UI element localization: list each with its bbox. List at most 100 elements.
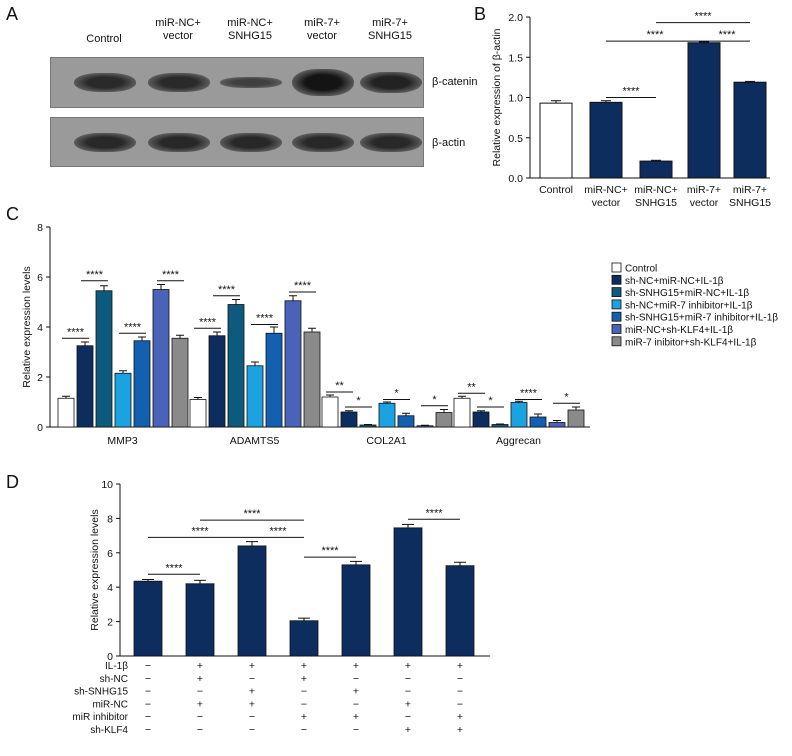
- y-tick-label: 8: [107, 513, 113, 525]
- bar: [265, 332, 283, 428]
- significance-label: ****: [622, 86, 640, 98]
- significance-label: ****: [86, 269, 104, 281]
- significance-label: ****: [165, 562, 183, 574]
- significance-label: **: [467, 381, 476, 393]
- x-tick-label: miR-7+: [733, 184, 767, 196]
- bar: [397, 415, 415, 428]
- blot-band: [148, 73, 210, 92]
- condition-mark: +: [353, 660, 359, 672]
- legend-swatch: [611, 262, 622, 273]
- significance-label: *: [394, 388, 399, 400]
- bar: [589, 101, 623, 179]
- condition-mark: −: [457, 673, 463, 685]
- condition-mark: +: [249, 660, 255, 672]
- legend-swatch: [611, 324, 622, 334]
- bar: [284, 300, 302, 428]
- bar: [114, 372, 132, 428]
- panel-letter-b: B: [474, 4, 487, 24]
- bar: [95, 290, 113, 428]
- significance-label: ****: [191, 525, 209, 537]
- condition-mark: +: [405, 724, 411, 736]
- condition-label: sh-KLF4: [90, 725, 128, 736]
- blot-band: [148, 132, 210, 152]
- panel-letter-c: C: [6, 204, 19, 224]
- significance-label: ****: [321, 545, 339, 557]
- bar: [548, 422, 566, 428]
- significance-label: ****: [162, 269, 180, 281]
- y-tick-label: 0.0: [508, 173, 523, 185]
- y-tick-label: 10: [101, 479, 113, 491]
- x-tick-label: vector: [592, 197, 621, 209]
- blot-lane-label: miR-NC+ vector: [155, 17, 201, 42]
- bar: [341, 564, 371, 657]
- condition-mark: +: [353, 711, 359, 723]
- bar: [539, 102, 573, 179]
- condition-mark: −: [249, 724, 255, 736]
- condition-mark: +: [249, 686, 255, 698]
- bar: [152, 289, 170, 428]
- condition-mark: +: [405, 660, 411, 672]
- significance-label: ****: [218, 284, 236, 296]
- group-label: COL2A1: [366, 435, 406, 447]
- y-tick-label: 4: [37, 322, 43, 334]
- bar: [237, 545, 267, 657]
- group-label: Aggrecan: [496, 435, 541, 447]
- chart-d: 0 2 4 6 8 10 Relative expression levels **** ***…: [72, 479, 490, 736]
- significance-label: ****: [520, 388, 538, 400]
- significance-label: ****: [199, 316, 217, 328]
- bar: [321, 396, 339, 428]
- bar: [529, 416, 547, 428]
- y-axis-label: Relative expression of β-actin: [491, 28, 503, 166]
- legend-swatch: [611, 299, 622, 310]
- condition-mark: −: [145, 686, 151, 698]
- condition-mark: −: [405, 686, 411, 698]
- bar: [133, 340, 151, 428]
- y-tick-label: 2: [107, 617, 113, 629]
- condition-mark: +: [405, 698, 411, 710]
- significance-label: *: [356, 395, 361, 407]
- bar: [639, 160, 673, 179]
- blot-band: [220, 132, 282, 152]
- blot-band: [74, 132, 136, 152]
- bar: [445, 565, 475, 657]
- significance-label: *: [564, 391, 569, 403]
- y-tick-label: 1.5: [508, 52, 523, 64]
- condition-mark: −: [353, 724, 359, 736]
- legend-label: sh-NC+miR-NC+IL-1β: [625, 276, 724, 287]
- blot-lane-label: miR-NC+ SNHG15: [227, 17, 273, 42]
- y-axis-label: Relative expression levels: [21, 266, 33, 387]
- group-label: MMP3: [107, 435, 137, 447]
- condition-label: miR inhibitor: [72, 712, 128, 723]
- chart-b: 0.0 0.5 1.0 1.5 2.0 Relative expression of β-…: [491, 11, 771, 209]
- condition-mark: +: [301, 711, 307, 723]
- significance-label: ****: [256, 313, 274, 325]
- y-axis-label: Relative expression levels: [89, 509, 101, 630]
- legend-label: sh-SNHG15+miR-7 inhibitor+IL-1β: [625, 313, 778, 324]
- y-tick-label: 4: [107, 582, 113, 594]
- blot-lane-label: miR-7+ vector: [304, 17, 340, 42]
- condition-label: IL-1β: [105, 661, 128, 672]
- bar: [393, 527, 423, 657]
- condition-label: sh-NC: [100, 674, 128, 685]
- significance-label: ****: [425, 507, 443, 519]
- condition-mark: −: [145, 724, 151, 736]
- legend-label: sh-NC+miR-7 inhibitor+IL-1β: [625, 300, 753, 311]
- bar: [303, 331, 321, 428]
- x-tick-label: SNHG15: [635, 197, 677, 209]
- bar: [57, 397, 75, 428]
- condition-mark: +: [457, 724, 463, 736]
- bar: [76, 345, 94, 428]
- blot-band: [220, 77, 282, 88]
- blot-band: [360, 132, 422, 152]
- condition-mark: +: [457, 711, 463, 723]
- significance-label: *: [432, 394, 437, 406]
- x-tick-label: SNHG15: [729, 197, 771, 209]
- legend-swatch: [611, 311, 622, 322]
- x-tick-label: vector: [690, 197, 719, 209]
- condition-mark: −: [197, 711, 203, 723]
- condition-mark: −: [145, 660, 151, 672]
- legend-label: Control: [625, 264, 657, 275]
- legend-swatch: [611, 287, 622, 297]
- legend-label: miR-NC+sh-KLF4+IL-1β: [625, 325, 733, 336]
- bar: [227, 304, 245, 428]
